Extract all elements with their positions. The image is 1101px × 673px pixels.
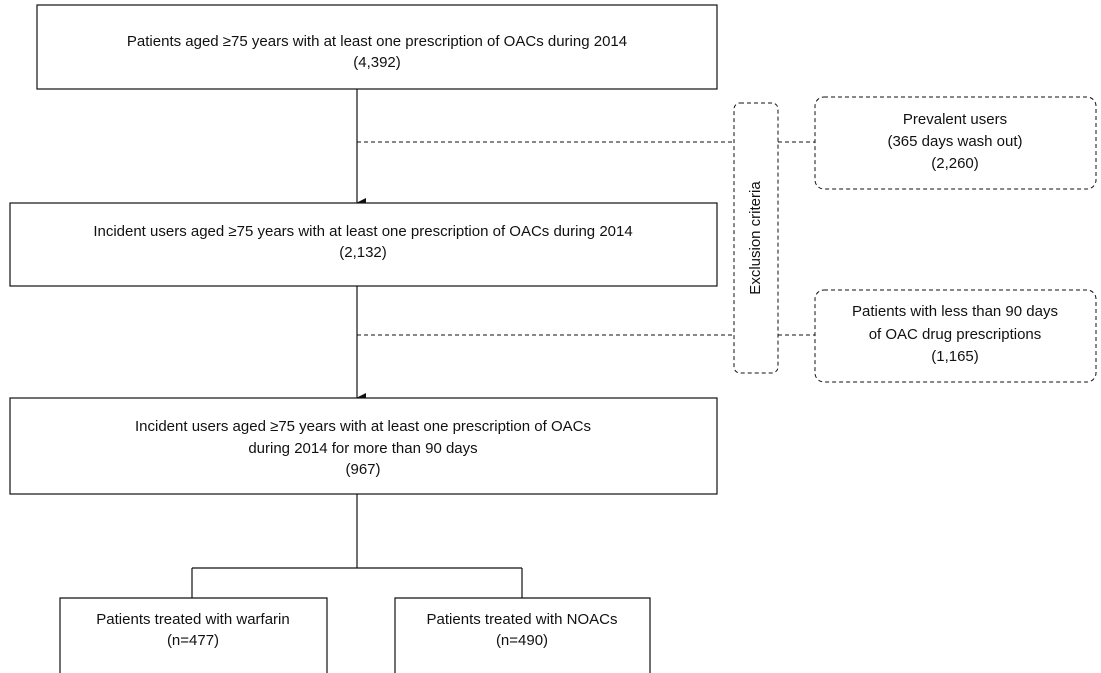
node-box	[9, 202, 718, 287]
node-box	[9, 397, 718, 495]
node-text: Patients aged ≥75 years with at least on…	[127, 33, 627, 50]
node-text: (n=477)	[167, 632, 219, 649]
node-box	[394, 597, 651, 673]
exclusion-label: Exclusion criteria	[747, 181, 764, 295]
split-connector	[191, 494, 523, 598]
exclusion-box	[814, 289, 1097, 383]
node-text: (n=490)	[496, 632, 548, 649]
node-text: Incident users aged ≥75 years with at le…	[93, 223, 632, 240]
exclusion-text: (2,260)	[931, 155, 979, 172]
exclusion-text: (1,165)	[931, 348, 979, 365]
exclusion-text: of OAC drug prescriptions	[869, 326, 1042, 343]
node-text: Patients treated with NOACs	[427, 611, 618, 628]
exclusion-box	[814, 96, 1097, 190]
exclusion-text: Prevalent users	[903, 111, 1007, 128]
node-box	[36, 4, 718, 90]
node-text: (967)	[345, 461, 380, 478]
node-box	[59, 597, 328, 673]
node-text: Patients treated with warfarin	[96, 611, 289, 628]
node-text: during 2014 for more than 90 days	[248, 440, 477, 457]
node-text: (2,132)	[339, 244, 387, 261]
node-text: Incident users aged ≥75 years with at le…	[135, 418, 591, 435]
node-text: (4,392)	[353, 54, 401, 71]
exclusion-text: (365 days wash out)	[887, 133, 1022, 150]
exclusion-text: Patients with less than 90 days	[852, 303, 1058, 320]
exclusion-label-box	[733, 102, 779, 374]
